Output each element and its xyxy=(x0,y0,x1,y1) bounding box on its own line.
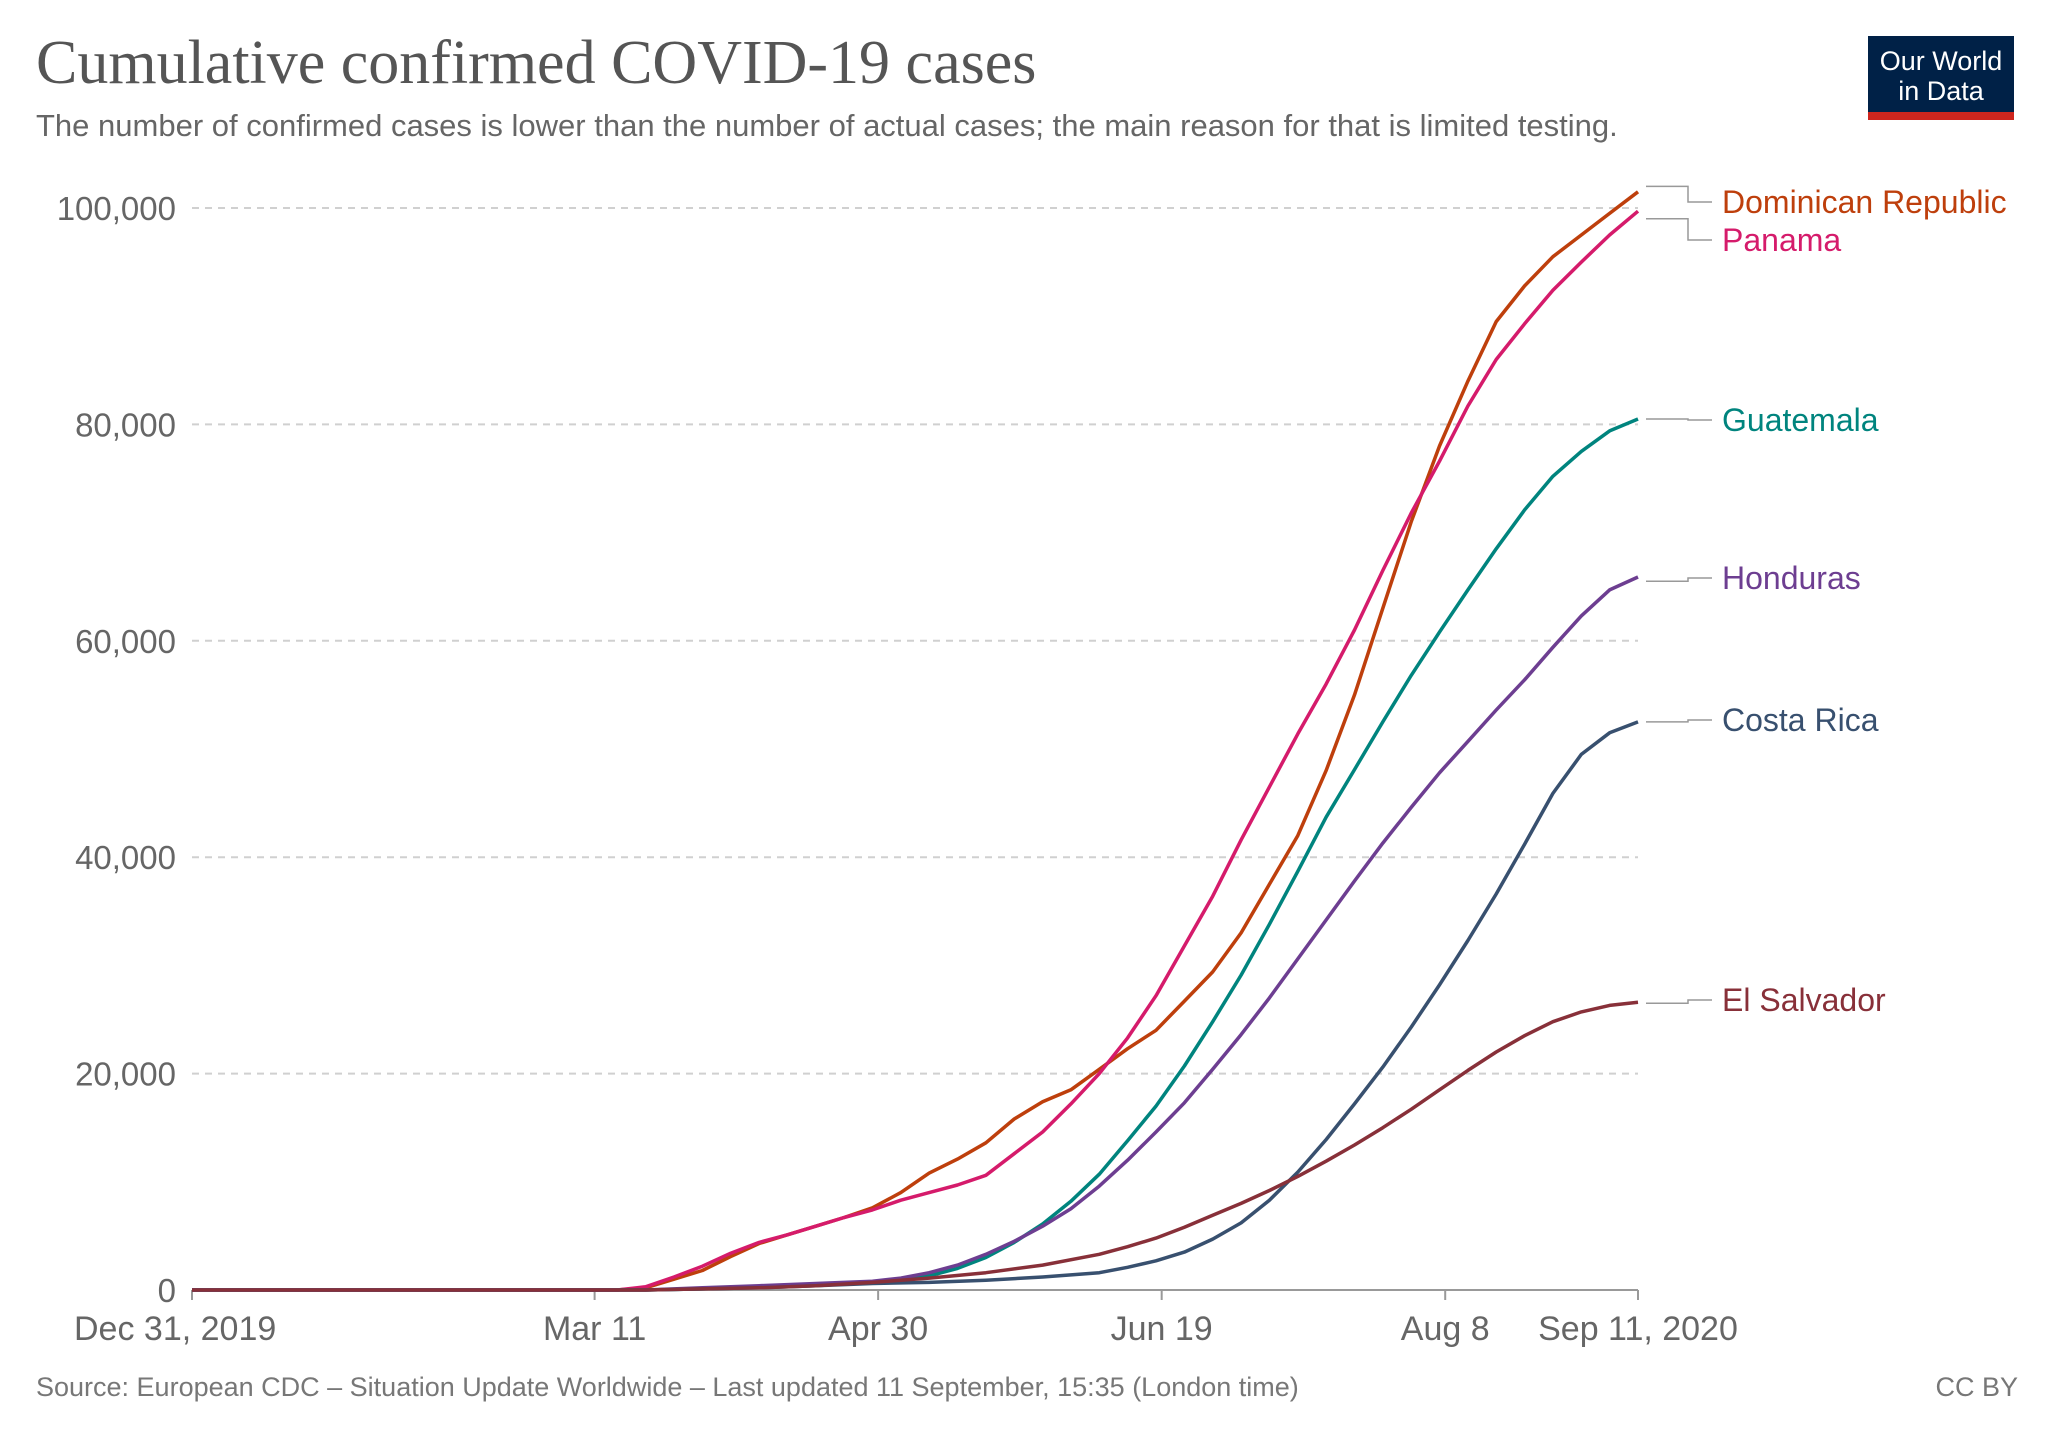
series-line-panama[interactable] xyxy=(192,209,1640,1292)
series-label[interactable]: El Salvador xyxy=(1722,982,1886,1018)
chart-subtitle: The number of confirmed cases is lower t… xyxy=(36,108,1618,143)
logo-accent-bar xyxy=(1868,112,2014,120)
owid-logo[interactable]: Our World in Data xyxy=(1868,36,2014,120)
y-tick-label: 0 xyxy=(158,1272,176,1309)
y-tick-label: 80,000 xyxy=(75,406,176,443)
series-label[interactable]: Guatemala xyxy=(1722,402,1879,438)
y-axis: 0 20,000 40,000 60,000 80,000 100,000 xyxy=(57,190,176,1309)
series-line-guatemala[interactable] xyxy=(192,417,1639,1292)
series-line-costa-rica[interactable] xyxy=(192,720,1639,1292)
y-tick-label: 100,000 xyxy=(57,190,176,227)
label-connector xyxy=(1646,185,1712,203)
label-connector xyxy=(1646,577,1712,583)
label-connector xyxy=(1646,719,1712,723)
x-tick-label: Mar 11 xyxy=(543,1310,646,1348)
y-tick-label: 20,000 xyxy=(75,1056,176,1093)
x-tick-label: Apr 30 xyxy=(828,1310,928,1348)
line-chart: 0 20,000 40,000 60,000 80,000 100,000 Dec 31,… xyxy=(57,184,2007,1348)
series-label[interactable]: Dominican Republic xyxy=(1722,184,2007,220)
x-tick-label: Aug 8 xyxy=(1401,1310,1490,1348)
series-line-dominican-republic[interactable] xyxy=(192,190,1640,1292)
x-axis: Dec 31, 2019 Mar 11 Apr 30 Jun 19 Aug 8 Sep 1… xyxy=(74,1289,1738,1348)
series-lines xyxy=(192,190,1640,1292)
license-link[interactable]: CC BY xyxy=(1935,1372,2018,1402)
grid-lines xyxy=(192,207,1638,1075)
chart-title: Cumulative confirmed COVID-19 cases xyxy=(36,29,1037,97)
y-tick-label: 60,000 xyxy=(75,623,176,660)
x-tick-label: Sep 11, 2020 xyxy=(1538,1310,1738,1348)
series-label[interactable]: Honduras xyxy=(1722,560,1861,596)
series-label[interactable]: Panama xyxy=(1722,222,1841,258)
logo-line-2: in Data xyxy=(1898,76,1984,106)
label-connector xyxy=(1646,218,1712,241)
x-tick-label: Dec 31, 2019 xyxy=(74,1310,276,1348)
label-connector xyxy=(1646,999,1712,1005)
y-tick-label: 40,000 xyxy=(75,839,176,876)
series-line-el-salvador[interactable] xyxy=(192,1000,1639,1292)
x-tick-label: Jun 19 xyxy=(1111,1310,1213,1348)
series-label[interactable]: Costa Rica xyxy=(1722,702,1879,738)
logo-line-1: Our World xyxy=(1879,46,2003,76)
label-connector xyxy=(1646,418,1712,421)
source-note: Source: European CDC – Situation Update … xyxy=(36,1372,1299,1402)
